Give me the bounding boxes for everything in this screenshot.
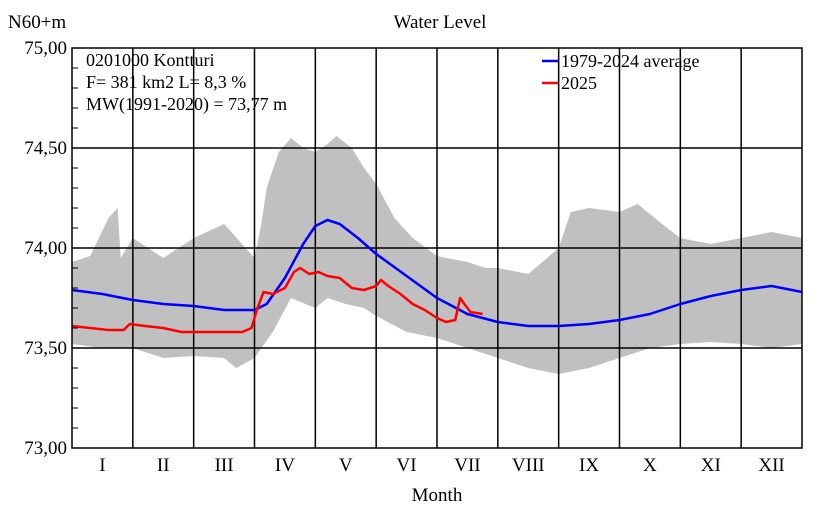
x-tick-label: I — [99, 455, 105, 476]
y-tick-labels: 73,00 73,50 74,00 74,50 75,00 — [24, 38, 67, 459]
legend-label-0: 1979-2024 average — [561, 51, 699, 71]
x-tick-label: VI — [397, 455, 417, 476]
x-tick-label: II — [157, 455, 170, 476]
series-line-0 — [71, 218, 803, 328]
info-line-2: MW(1991-2020) = 73,77 m — [86, 94, 287, 115]
x-tick-label: XII — [758, 455, 784, 476]
x-axis-label: Month — [412, 485, 463, 506]
y-tick-label: 74,00 — [24, 238, 67, 259]
x-tick-label: VII — [454, 455, 480, 476]
y-tick-label: 73,50 — [24, 338, 67, 359]
x-tick-label: XI — [701, 455, 721, 476]
legend-label-1: 2025 — [561, 73, 597, 93]
x-tick-label: IX — [579, 455, 599, 476]
info-line-1: F= 381 km2 L= 8,3 % — [86, 72, 246, 92]
y-tick-label: 73,00 — [24, 438, 67, 459]
chart-title: Water Level — [394, 12, 487, 33]
y-tick-label: 74,50 — [24, 138, 67, 159]
x-tick-labels: I II III IV V VI VII VIII IX X XI XII — [99, 455, 785, 476]
minor-tick-layer — [72, 47, 78, 449]
y-tick-label: 75,00 — [24, 38, 67, 59]
y-axis-label: N60+m — [8, 12, 66, 33]
x-tick-label: X — [643, 455, 657, 476]
x-tick-label: III — [215, 455, 234, 476]
plot-frame — [71, 47, 803, 449]
x-tick-label: IV — [275, 455, 295, 476]
grid-layer — [72, 48, 802, 448]
series-layer — [71, 218, 803, 334]
x-tick-label: VIII — [512, 455, 545, 476]
info-line-0: 0201000 Kontturi — [86, 50, 215, 70]
series-line-1 — [71, 266, 483, 334]
x-tick-label: V — [339, 455, 353, 476]
